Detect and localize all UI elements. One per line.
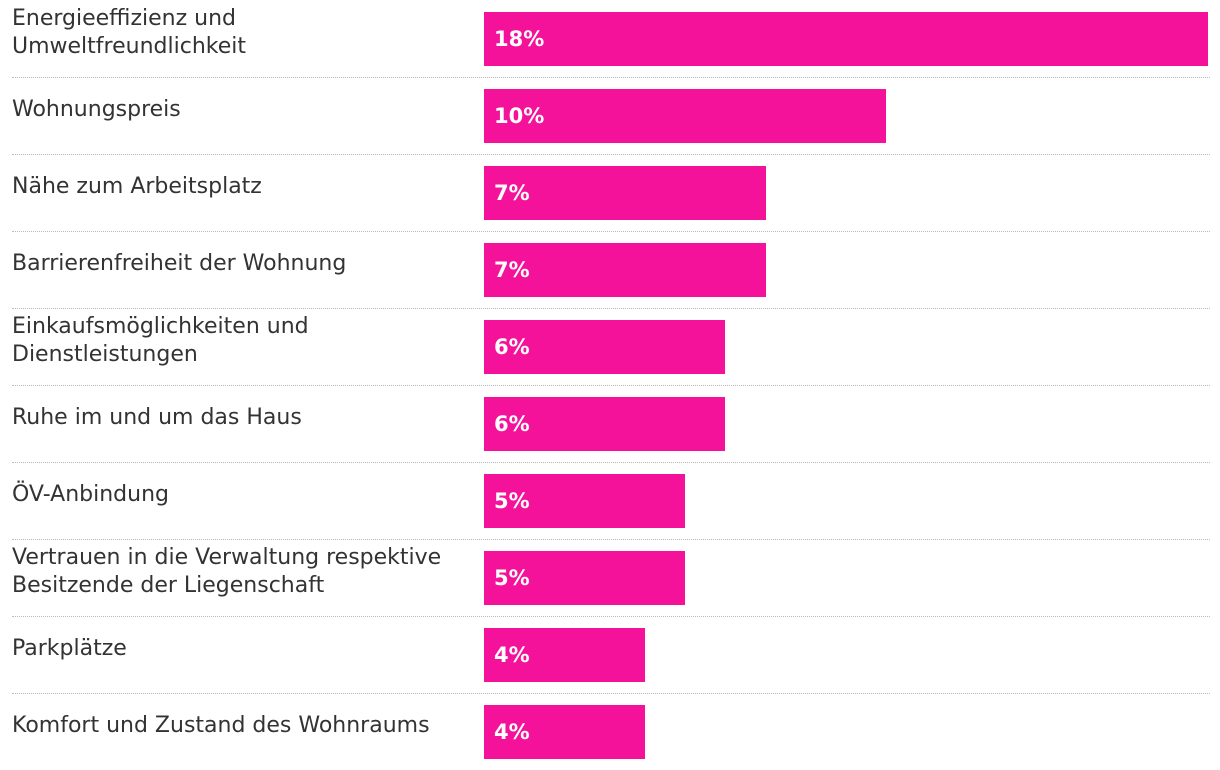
category-label: Komfort und Zustand des Wohnraums	[12, 713, 430, 738]
value-label: 10%	[494, 104, 545, 128]
value-label: 7%	[494, 258, 530, 282]
category-label: Energieeffizienz und Umweltfreundlichkei…	[12, 6, 246, 59]
bar: 10%	[484, 89, 886, 143]
row-divider	[12, 77, 1210, 78]
row-divider	[12, 693, 1210, 694]
chart-row: Ruhe im und um das Haus 6%	[0, 385, 1220, 463]
bar: 6%	[484, 397, 725, 451]
row-divider	[12, 616, 1210, 617]
category-label: Ruhe im und um das Haus	[12, 405, 302, 430]
chart-row: Energieeffizienz und Umweltfreundlichkei…	[0, 0, 1220, 78]
category-label: Parkplätze	[12, 636, 127, 661]
chart-row: Wohnungspreis 10%	[0, 77, 1220, 155]
bar: 7%	[484, 166, 766, 220]
chart-row: Barrierenfreiheit der Wohnung 7%	[0, 231, 1220, 309]
bar: 4%	[484, 628, 645, 682]
bar: 5%	[484, 474, 685, 528]
category-label: Nähe zum Arbeitsplatz	[12, 174, 262, 199]
value-label: 6%	[494, 335, 530, 359]
category-label: Wohnungspreis	[12, 97, 181, 122]
row-divider	[12, 539, 1210, 540]
category-label: ÖV-Anbindung	[12, 482, 169, 507]
bar: 5%	[484, 551, 685, 605]
category-label: Einkaufsmöglichkeiten und Dienstleistung…	[12, 314, 309, 367]
chart-row: ÖV-Anbindung 5%	[0, 462, 1220, 540]
category-label: Vertrauen in die Verwaltung respektive B…	[12, 545, 442, 598]
bar: 7%	[484, 243, 766, 297]
bar: 6%	[484, 320, 725, 374]
chart-row: Vertrauen in die Verwaltung respektive B…	[0, 539, 1220, 617]
value-label: 5%	[494, 489, 530, 513]
value-label: 6%	[494, 412, 530, 436]
category-label: Barrierenfreiheit der Wohnung	[12, 251, 347, 276]
value-label: 18%	[494, 27, 545, 51]
bar: 18%	[484, 12, 1208, 66]
row-divider	[12, 385, 1210, 386]
value-label: 5%	[494, 566, 530, 590]
bar: 4%	[484, 705, 645, 759]
value-label: 4%	[494, 643, 530, 667]
row-divider	[12, 154, 1210, 155]
value-label: 7%	[494, 181, 530, 205]
chart-row: Einkaufsmöglichkeiten und Dienstleistung…	[0, 308, 1220, 386]
row-divider	[12, 231, 1210, 232]
row-divider	[12, 308, 1210, 309]
value-label: 4%	[494, 720, 530, 744]
chart-row: Nähe zum Arbeitsplatz 7%	[0, 154, 1220, 232]
row-divider	[12, 462, 1210, 463]
chart-row: Parkplätze 4%	[0, 616, 1220, 694]
chart-row: Komfort und Zustand des Wohnraums 4%	[0, 693, 1220, 769]
